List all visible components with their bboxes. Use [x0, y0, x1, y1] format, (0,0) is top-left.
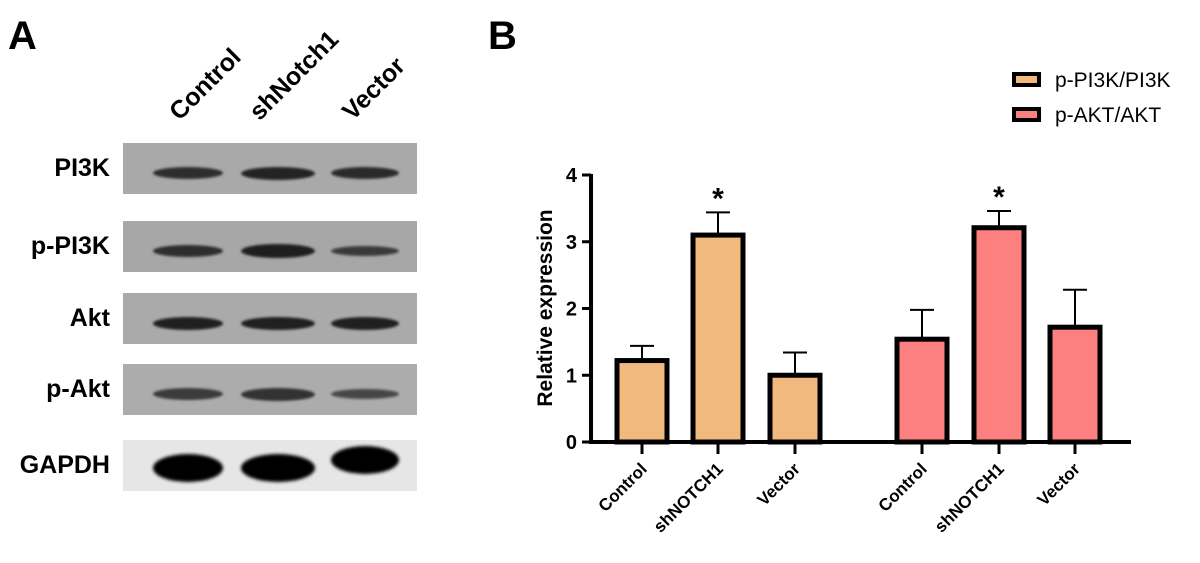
- x-tick-label: Vector: [1034, 459, 1084, 509]
- legend-label: p-PI3K/PI3K: [1055, 69, 1171, 92]
- y-axis-label: Relative expression: [534, 209, 557, 406]
- x-tick-label: shNOTCH1: [931, 459, 1008, 536]
- protein-band: [331, 389, 399, 399]
- blot-akt: [123, 293, 417, 344]
- protein-band: [241, 387, 315, 401]
- x-tick-label: shNOTCH1: [650, 459, 727, 536]
- blot-label-gapdh: GAPDH: [19, 451, 110, 479]
- y-tick-label: 0: [566, 432, 577, 454]
- protein-band: [153, 454, 223, 482]
- protein-band: [331, 246, 399, 256]
- y-tick-label: 4: [566, 165, 578, 187]
- significance-asterisk: *: [993, 181, 1005, 214]
- protein-band: [153, 316, 223, 330]
- y-tick-label: 2: [566, 299, 577, 321]
- protein-band: [331, 446, 399, 474]
- panel-a-letter: A: [8, 14, 37, 58]
- legend-swatch: [1012, 107, 1041, 122]
- panel-b-letter: B: [488, 14, 517, 58]
- blot-pi3k: [123, 143, 417, 194]
- protein-band: [241, 316, 315, 330]
- bar-control: [894, 336, 950, 445]
- protein-band: [331, 316, 399, 330]
- blot-p-pi3k: [123, 221, 417, 272]
- protein-band: [241, 454, 315, 482]
- protein-band: [153, 388, 223, 400]
- protein-band: [241, 244, 315, 258]
- bar-control: [614, 358, 670, 445]
- x-tick-label: Control: [595, 459, 651, 515]
- significance-asterisk: *: [712, 182, 724, 215]
- protein-band: [153, 245, 223, 257]
- bar-vector: [767, 372, 823, 445]
- blot-label-p-pi3k: p-PI3K: [30, 232, 110, 260]
- y-tick-label: 3: [566, 232, 577, 254]
- blot-label-akt: Akt: [69, 304, 110, 332]
- legend-swatch: [1012, 72, 1041, 87]
- protein-band: [331, 167, 399, 179]
- bar-shnotch1: [690, 232, 746, 445]
- y-tick-label: 1: [566, 365, 577, 387]
- blot-label-pi3k: PI3K: [54, 154, 110, 182]
- blot-label-p-akt: p-Akt: [46, 375, 110, 403]
- blot-gapdh: [123, 440, 417, 491]
- bar-shnotch1: [971, 225, 1027, 445]
- x-tick-label: Control: [875, 459, 931, 515]
- legend-label: p-AKT/AKT: [1055, 104, 1161, 127]
- x-tick-label: Vector: [754, 459, 804, 509]
- blot-p-akt: [123, 364, 417, 415]
- protein-band: [153, 167, 223, 179]
- protein-band: [241, 166, 315, 180]
- bar-vector: [1047, 324, 1103, 445]
